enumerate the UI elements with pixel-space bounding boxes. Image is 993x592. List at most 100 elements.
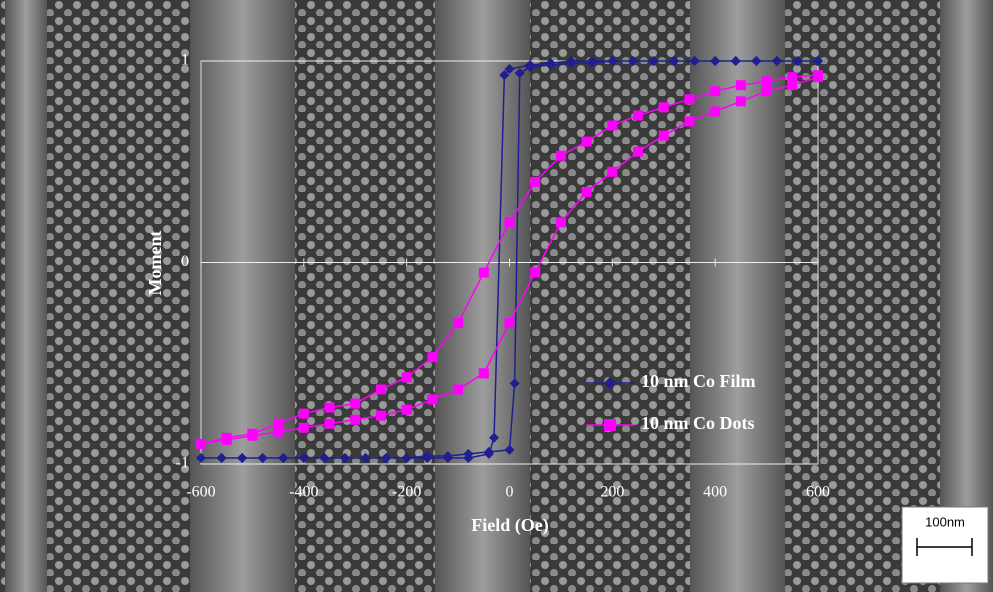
- data-point: [324, 418, 335, 429]
- data-point: [350, 398, 361, 409]
- data-point: [504, 64, 515, 75]
- data-point: [735, 80, 746, 91]
- data-point: [684, 116, 695, 127]
- data-point: [221, 434, 232, 445]
- data-point: [787, 72, 798, 83]
- data-point: [504, 217, 515, 228]
- data-point: [196, 452, 206, 463]
- data-point: [257, 452, 268, 463]
- data-point: [633, 146, 644, 157]
- data-point: [478, 368, 489, 379]
- legend-marker: [604, 377, 616, 389]
- data-point: [710, 106, 721, 117]
- data-point: [401, 372, 412, 383]
- scale-bar: 100nm: [901, 506, 989, 584]
- data-point: [607, 166, 618, 177]
- data-point: [427, 352, 438, 363]
- data-point: [751, 56, 762, 66]
- x-tick-label: 0: [506, 484, 514, 501]
- data-point: [669, 56, 680, 66]
- data-point: [545, 60, 556, 71]
- data-point: [401, 404, 412, 415]
- data-point: [658, 130, 669, 141]
- y-axis-label: Moment: [145, 231, 165, 296]
- legend-label: 10 nm Co Dots: [641, 413, 755, 433]
- y-tick-label: -1: [176, 455, 189, 472]
- data-point: [273, 418, 284, 429]
- data-point: [489, 432, 500, 443]
- data-point: [813, 72, 823, 83]
- data-point: [514, 68, 525, 79]
- data-point: [525, 62, 536, 73]
- data-point: [381, 452, 392, 463]
- legend-marker: [604, 419, 616, 431]
- data-point: [478, 267, 489, 278]
- data-point: [442, 450, 453, 461]
- data-point: [375, 384, 386, 395]
- x-tick-label: -600: [186, 484, 215, 501]
- y-tick-label: 0: [181, 253, 189, 270]
- data-point: [273, 426, 284, 437]
- data-point: [787, 80, 798, 91]
- data-point: [761, 76, 772, 87]
- data-point: [607, 56, 618, 66]
- x-axis-label: Field (Oe): [471, 515, 548, 536]
- data-point: [237, 452, 248, 463]
- data-point: [247, 430, 258, 441]
- data-point: [375, 410, 386, 421]
- x-tick-label: -200: [392, 484, 421, 501]
- data-point: [730, 56, 741, 66]
- data-point: [453, 317, 464, 328]
- legend-label: 10 nm Co Film: [641, 371, 756, 391]
- data-point: [581, 186, 592, 197]
- data-point: [504, 444, 515, 455]
- data-point: [196, 438, 206, 449]
- data-point: [633, 110, 644, 121]
- data-point: [401, 452, 412, 463]
- data-point: [555, 217, 566, 228]
- data-point: [298, 452, 309, 463]
- data-point: [427, 394, 438, 405]
- data-point: [319, 452, 330, 463]
- data-point: [771, 56, 782, 66]
- data-point: [735, 96, 746, 107]
- data-point: [216, 452, 227, 463]
- data-point: [509, 378, 520, 389]
- data-point: [648, 56, 659, 66]
- data-point: [555, 150, 566, 161]
- data-point: [658, 102, 669, 113]
- data-point: [566, 58, 577, 69]
- data-point: [298, 422, 309, 433]
- x-tick-label: 200: [600, 484, 624, 501]
- data-point: [813, 56, 823, 66]
- data-point: [710, 56, 721, 66]
- data-point: [324, 402, 335, 413]
- data-point: [483, 446, 494, 457]
- data-point: [504, 317, 515, 328]
- series-line: [201, 60, 818, 459]
- data-point: [627, 56, 638, 66]
- data-point: [298, 408, 309, 419]
- data-point: [463, 448, 474, 459]
- x-tick-label: -400: [289, 484, 318, 501]
- data-point: [710, 86, 721, 97]
- data-point: [360, 452, 371, 463]
- data-point: [586, 58, 597, 69]
- x-tick-label: 400: [703, 484, 727, 501]
- data-point: [607, 120, 618, 131]
- data-point: [530, 176, 541, 187]
- data-point: [581, 136, 592, 147]
- data-point: [530, 267, 541, 278]
- data-point: [453, 384, 464, 395]
- data-point: [792, 56, 803, 66]
- data-point: [339, 452, 350, 463]
- y-tick-label: 1: [181, 52, 189, 69]
- data-point: [278, 452, 289, 463]
- data-point: [350, 414, 361, 425]
- data-point: [684, 94, 695, 105]
- data-point: [761, 86, 772, 97]
- data-point: [499, 70, 510, 81]
- x-tick-label: 600: [806, 484, 830, 501]
